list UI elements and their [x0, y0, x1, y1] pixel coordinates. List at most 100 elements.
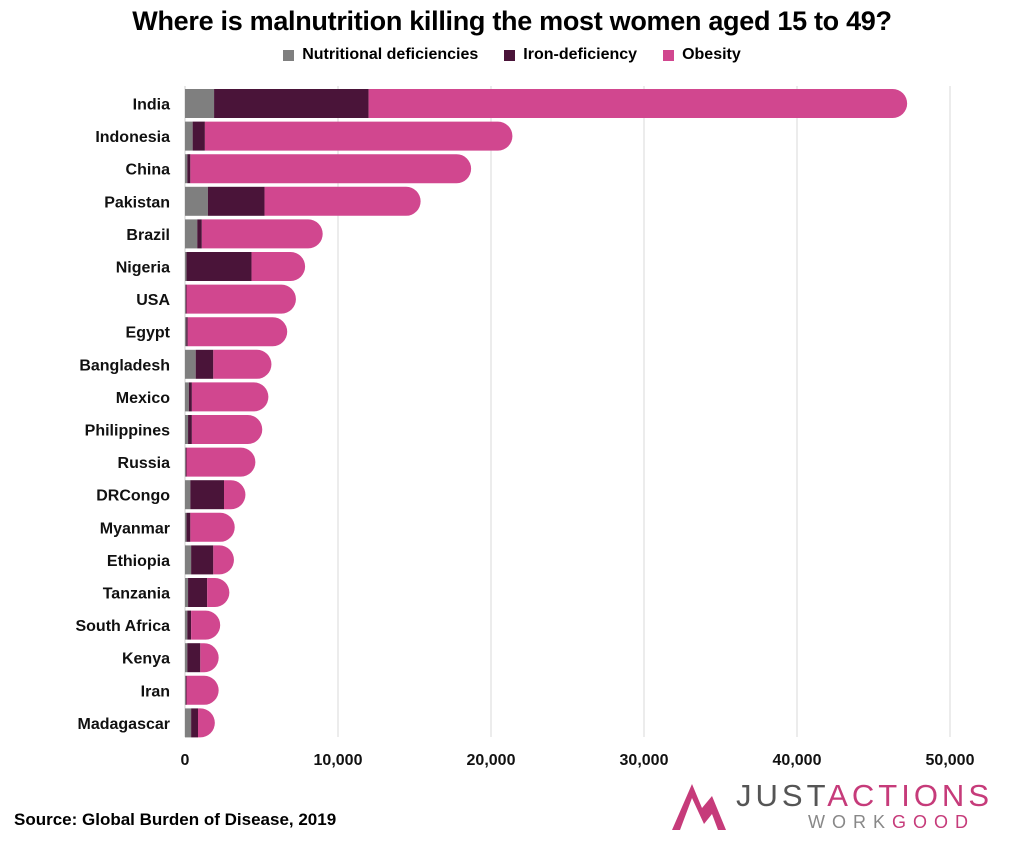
bar-south-africa-obesity	[191, 610, 221, 640]
x-tick-label-0: 0	[181, 752, 190, 769]
bar-philippines-iron-deficiency	[188, 415, 192, 444]
bar-group-brazil	[185, 219, 323, 249]
country-labels: India Indonesia China Pakistan Brazil Nigeria…	[75, 97, 170, 733]
bar-mexico-nutritional-deficiencies	[185, 382, 189, 412]
category-label-kenya: Kenya	[122, 651, 170, 668]
bar-india-nutritional-deficiencies	[185, 89, 215, 118]
logo-word-work: WORK	[808, 812, 892, 832]
bar-bangladesh-iron-deficiency	[195, 349, 214, 379]
x-tick-label-50000: 50,000	[926, 752, 975, 769]
bar-indonesia-nutritional-deficiencies	[185, 121, 193, 151]
category-label-nigeria: Nigeria	[116, 260, 170, 277]
bar-group-iran	[185, 675, 219, 705]
logo-word-just: JUST	[736, 778, 828, 813]
category-label-iran: Iran	[141, 683, 170, 700]
category-label-ethiopia: Ethiopia	[107, 553, 170, 570]
bar-egypt-nutritional-deficiencies	[185, 317, 187, 347]
bar-bangladesh-obesity	[213, 349, 272, 379]
bar-group-india	[185, 89, 908, 118]
bar-drcongo-obesity	[224, 480, 246, 510]
bar-group-bangladesh	[185, 349, 272, 379]
bar-indonesia-iron-deficiency	[192, 121, 205, 151]
category-label-brazil: Brazil	[126, 227, 170, 244]
bar-brazil-nutritional-deficiencies	[185, 219, 198, 249]
bar-kenya-iron-deficiency	[187, 643, 201, 673]
category-label-pakistan: Pakistan	[104, 194, 170, 211]
bar-egypt-obesity	[187, 317, 288, 347]
bar-kenya-nutritional-deficiencies	[185, 643, 188, 673]
bar-group-russia	[185, 447, 256, 477]
category-label-china: China	[126, 162, 171, 179]
bar-china-nutritional-deficiencies	[185, 154, 188, 184]
logo-text-primary: JUSTACTIONS	[736, 778, 993, 814]
legend-label-nutritional-deficiencies: Nutritional deficiencies	[302, 46, 479, 63]
category-label-india: India	[133, 97, 170, 114]
bar-group-drcongo	[185, 480, 246, 510]
bar-tanzania-nutritional-deficiencies	[185, 578, 189, 607]
bar-madagascar-iron-deficiency	[191, 708, 199, 738]
logo-word-good: GOOD	[892, 812, 976, 832]
x-tick-label-20000: 20,000	[467, 752, 516, 769]
bar-group-south-africa	[185, 610, 221, 640]
bar-myanmar-nutritional-deficiencies	[185, 512, 187, 542]
bar-mexico-iron-deficiency	[188, 382, 192, 412]
bar-south-africa-iron-deficiency	[187, 610, 192, 640]
bar-china-obesity	[190, 154, 472, 184]
bar-group-usa	[185, 284, 296, 314]
bar-usa-iron-deficiency	[185, 284, 187, 314]
bar-iran-iron-deficiency	[185, 675, 187, 705]
bar-drcongo-nutritional-deficiencies	[185, 480, 191, 510]
legend-item-obesity: Obesity	[663, 46, 741, 64]
bar-madagascar-obesity	[198, 708, 215, 738]
bar-group-philippines	[185, 415, 263, 444]
category-label-south-africa: South Africa	[75, 618, 170, 635]
bar-tanzania-iron-deficiency	[188, 578, 208, 607]
bar-group-china	[185, 154, 472, 184]
bar-group-mexico	[185, 382, 269, 412]
bar-group-pakistan	[185, 186, 421, 216]
bar-group-tanzania	[185, 578, 230, 607]
bar-india-iron-deficiency	[214, 89, 369, 118]
category-label-myanmar: Myanmar	[100, 520, 170, 537]
bar-russia-nutritional-deficiencies	[185, 447, 186, 477]
bar-myanmar-iron-deficiency	[186, 512, 191, 542]
legend-label-obesity: Obesity	[682, 46, 741, 63]
bar-india-obesity	[368, 89, 908, 118]
bar-nigeria-iron-deficiency	[186, 252, 252, 281]
bar-indonesia-obesity	[204, 121, 513, 151]
chart-title: Where is malnutrition killing the most w…	[132, 6, 892, 36]
x-tick-label-40000: 40,000	[773, 752, 822, 769]
legend-swatch-obesity	[663, 49, 675, 61]
bar-myanmar-obesity	[190, 512, 235, 542]
bar-brazil-iron-deficiency	[197, 219, 202, 249]
legend: Nutritional deficiencies Iron-deficiency O…	[0, 46, 1024, 64]
bar-pakistan-obesity	[264, 186, 421, 216]
bar-group-indonesia	[185, 121, 513, 151]
bar-china-iron-deficiency	[187, 154, 191, 184]
bar-russia-iron-deficiency	[185, 447, 187, 477]
bar-group-kenya	[185, 643, 219, 673]
category-label-usa: USA	[136, 292, 170, 309]
legend-label-iron-deficiency: Iron-deficiency	[523, 46, 638, 63]
bar-tanzania-obesity	[207, 578, 230, 607]
source-note: Source: Global Burden of Disease, 2019	[14, 810, 337, 829]
x-tick-label-30000: 30,000	[620, 752, 669, 769]
category-label-mexico: Mexico	[116, 390, 170, 407]
bars	[185, 89, 908, 738]
bar-pakistan-iron-deficiency	[207, 186, 265, 216]
bar-philippines-nutritional-deficiencies	[185, 415, 189, 444]
bar-nigeria-nutritional-deficiencies	[185, 252, 187, 281]
category-label-bangladesh: Bangladesh	[79, 357, 170, 374]
bar-pakistan-nutritional-deficiencies	[185, 186, 208, 216]
bar-ethiopia-obesity	[213, 545, 234, 575]
logo-word-actions: ACTIONS	[827, 778, 993, 813]
bar-kenya-obesity	[200, 643, 219, 673]
bar-bangladesh-nutritional-deficiencies	[185, 349, 196, 379]
legend-swatch-iron-deficiency	[504, 49, 516, 61]
category-label-indonesia: Indonesia	[95, 129, 170, 146]
logo-mark-icon	[672, 784, 726, 830]
brand-logo: JUSTACTIONS WORKGOOD	[668, 778, 1008, 838]
category-label-philippines: Philippines	[85, 423, 170, 440]
bar-group-madagascar	[185, 708, 215, 738]
